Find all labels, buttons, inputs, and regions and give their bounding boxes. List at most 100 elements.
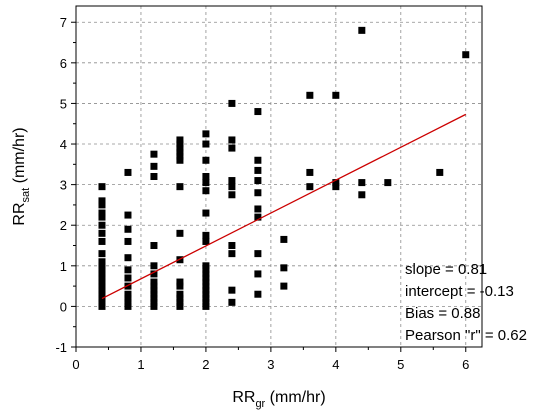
plot-frame — [75, 5, 483, 348]
y-tick-label: 6 — [60, 56, 67, 71]
data-point — [254, 166, 262, 174]
data-point — [98, 209, 106, 217]
data-point — [202, 290, 210, 298]
data-point — [176, 136, 184, 144]
data-point — [98, 282, 106, 290]
y-tick-label: -1 — [55, 340, 67, 355]
stat-pearson-r: Pearson "r" = 0.62 — [405, 327, 527, 344]
data-point — [202, 294, 210, 302]
data-point — [124, 254, 132, 262]
data-point — [462, 51, 470, 59]
data-point — [254, 213, 262, 221]
data-point — [202, 209, 210, 217]
data-point — [228, 250, 236, 258]
regression-line — [101, 113, 467, 300]
y-tick-label: 1 — [60, 259, 67, 274]
data-point — [98, 213, 106, 221]
y-tick-label: 2 — [60, 218, 67, 233]
data-point — [254, 108, 262, 116]
data-point — [202, 282, 210, 290]
data-point — [228, 177, 236, 185]
data-point — [176, 140, 184, 148]
data-point — [150, 173, 158, 180]
data-point — [176, 148, 184, 156]
data-point — [124, 298, 132, 306]
data-point — [228, 144, 236, 152]
data-point — [202, 262, 210, 270]
y-axis-title: RRsat (mm/hr) — [11, 127, 32, 225]
data-point — [280, 264, 288, 272]
data-point — [228, 99, 236, 107]
data-point — [202, 270, 210, 278]
data-point — [176, 278, 184, 286]
y-tick-label: 3 — [60, 178, 67, 193]
data-point — [202, 266, 210, 274]
data-point — [254, 270, 262, 278]
data-point — [202, 286, 210, 294]
data-point — [358, 191, 366, 199]
data-point — [306, 168, 314, 176]
stat-slope: slope = 0.81 — [405, 261, 487, 278]
data-point — [98, 237, 106, 245]
data-point — [98, 250, 106, 258]
data-point — [280, 235, 288, 243]
data-point — [150, 282, 158, 290]
data-point — [202, 140, 210, 148]
data-point — [228, 242, 236, 250]
data-point — [202, 237, 210, 245]
data-point — [150, 262, 158, 270]
data-point — [98, 262, 106, 270]
data-point — [98, 197, 106, 205]
data-point — [150, 242, 158, 250]
data-point — [124, 274, 132, 282]
data-point — [124, 225, 132, 233]
data-point — [98, 258, 106, 266]
fit-statistics: slope = 0.81 intercept = -0.13 Bias = 0.… — [405, 261, 527, 344]
data-point — [384, 179, 392, 187]
data-point — [176, 229, 184, 237]
data-point — [98, 302, 106, 310]
data-point — [176, 298, 184, 306]
data-point — [98, 201, 106, 209]
data-point — [150, 294, 158, 302]
data-point — [98, 266, 106, 274]
data-point — [228, 191, 236, 199]
data-point — [150, 298, 158, 306]
stat-bias: Bias = 0.88 — [405, 305, 480, 322]
data-point — [332, 179, 340, 187]
data-point — [176, 302, 184, 310]
data-point — [280, 282, 288, 290]
x-tick-label: 0 — [72, 357, 79, 372]
data-point — [150, 290, 158, 298]
grid-lines — [75, 6, 482, 348]
x-tick-label: 6 — [462, 357, 469, 372]
y-tick-label: 5 — [60, 96, 67, 111]
data-point — [124, 302, 132, 310]
data-point — [176, 152, 184, 160]
data-point — [202, 173, 210, 180]
data-point — [202, 274, 210, 282]
data-point — [150, 302, 158, 310]
x-axis-ticks: 0 1 2 3 4 5 6 — [72, 347, 469, 372]
data-point — [124, 266, 132, 274]
data-point — [98, 229, 106, 237]
data-point — [98, 278, 106, 286]
data-point — [254, 205, 262, 213]
data-point — [202, 156, 210, 164]
data-point — [202, 302, 210, 310]
data-point — [150, 270, 158, 278]
data-point — [124, 290, 132, 298]
data-point — [202, 187, 210, 195]
data-point — [124, 237, 132, 245]
x-axis-title: RRgr (mm/hr) — [232, 389, 325, 410]
data-point — [124, 168, 132, 176]
data-point — [228, 298, 236, 306]
data-point — [358, 26, 366, 34]
data-point — [150, 278, 158, 286]
data-point — [176, 156, 184, 164]
data-point — [98, 274, 106, 282]
data-point — [124, 211, 132, 219]
y-tick-label: 4 — [60, 137, 67, 152]
data-point — [306, 91, 314, 99]
